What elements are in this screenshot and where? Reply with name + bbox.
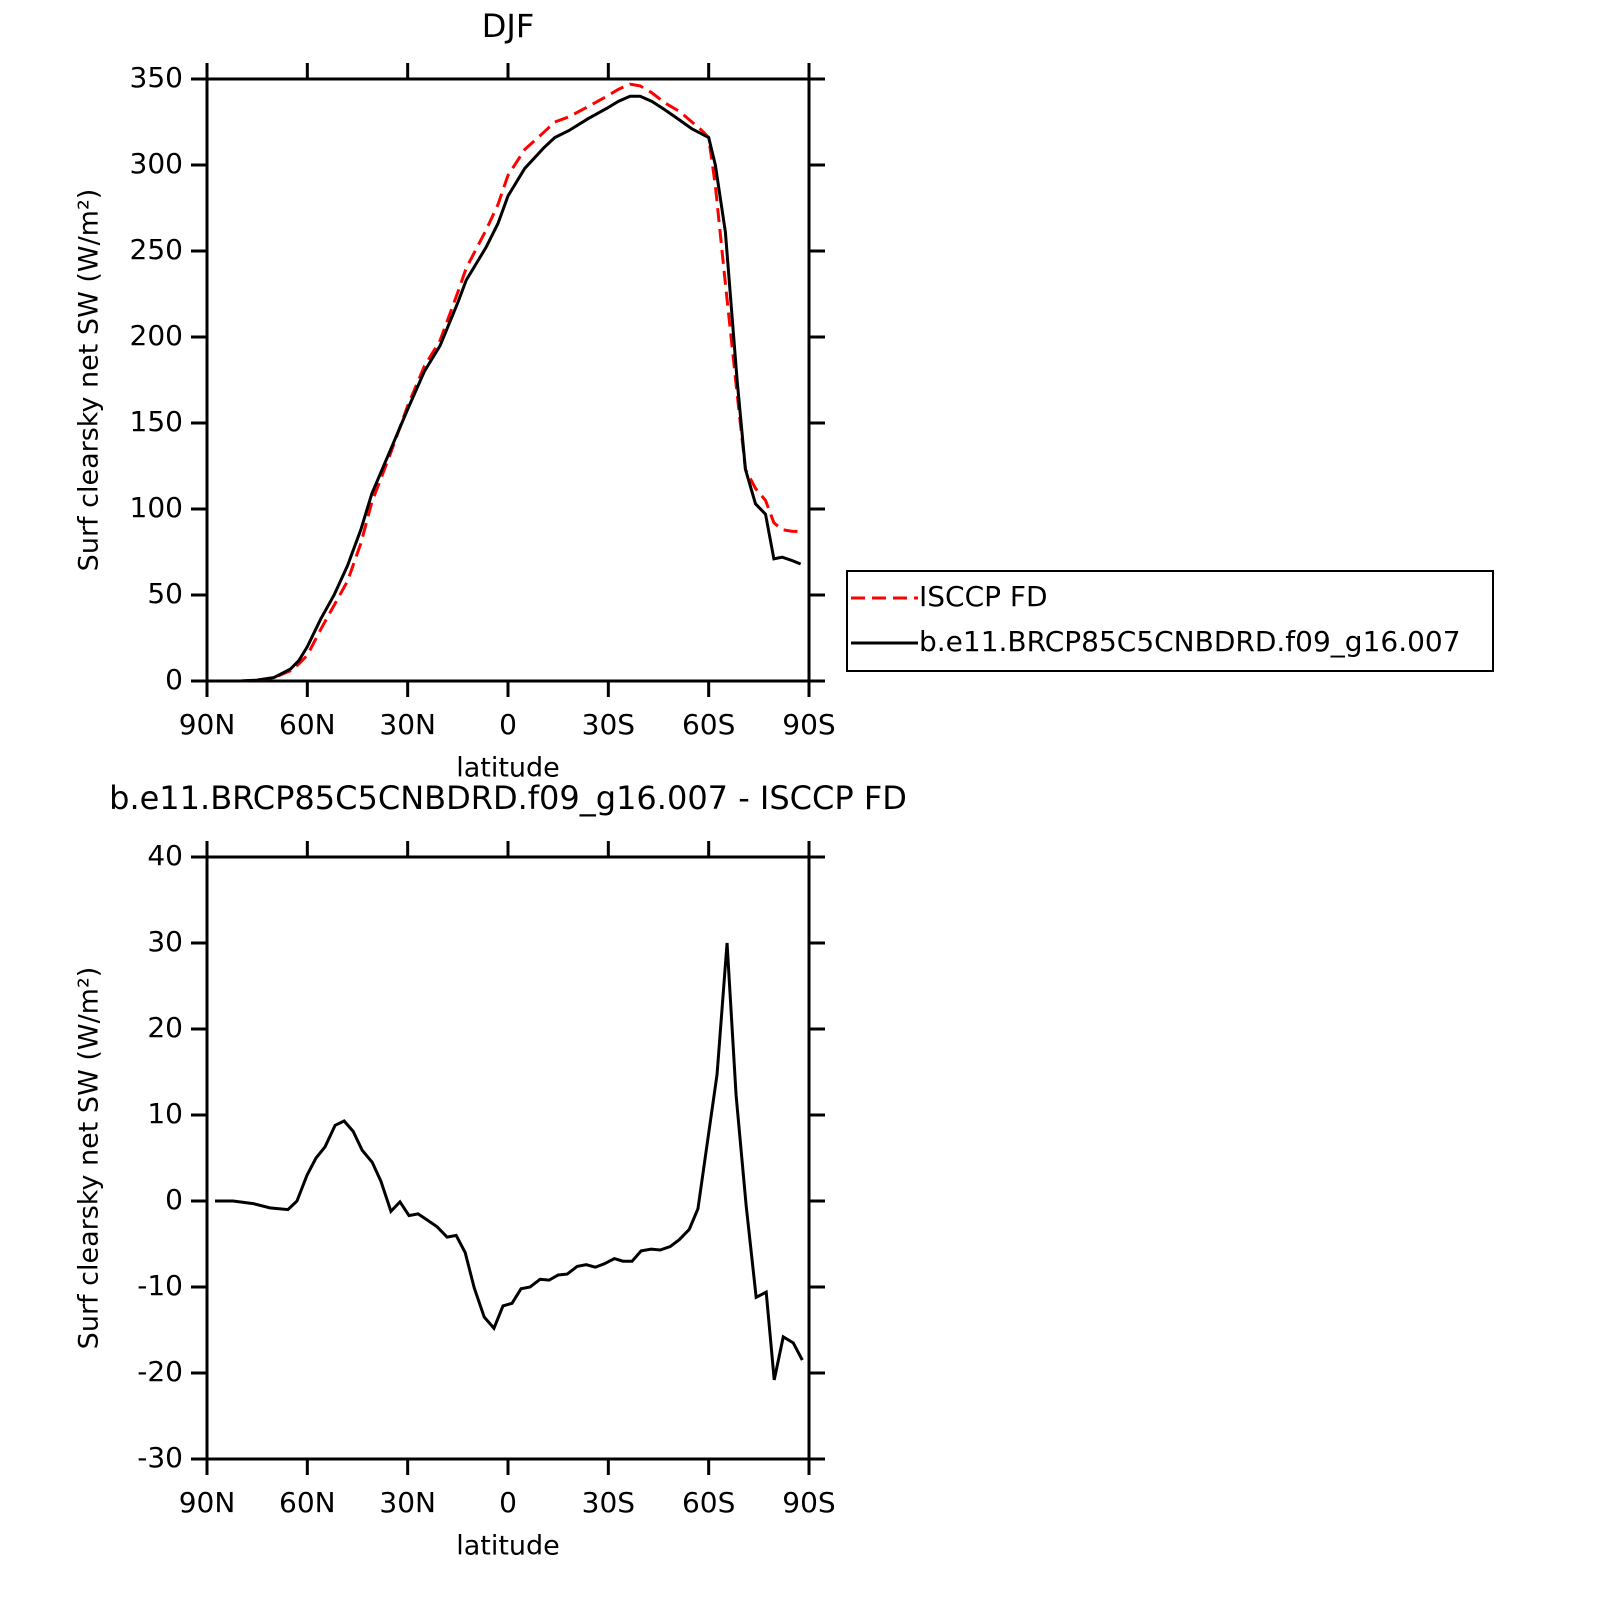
x-tick-label: 90S [782, 708, 835, 741]
x-tick-label: 60N [279, 1486, 336, 1519]
x-tick-label: 90S [782, 1486, 835, 1519]
x-tick-label: 60S [682, 1486, 735, 1519]
x-tick-label: 60N [279, 708, 336, 741]
y-tick-label: 30 [147, 925, 183, 958]
x-tick-label: 60S [682, 708, 735, 741]
x-tick-label: 30S [582, 1486, 635, 1519]
x-tick-label: 30S [582, 708, 635, 741]
y-tick-label: 40 [147, 839, 183, 872]
chart-title: b.e11.BRCP85C5CNBDRD.f09_g16.007 - ISCCP… [109, 779, 907, 817]
chart-title: DJF [482, 7, 534, 45]
y-tick-label: 200 [130, 319, 183, 352]
data-line [215, 942, 804, 1381]
y-tick-label: 20 [147, 1011, 183, 1044]
legend-label: ISCCP FD [919, 580, 1048, 613]
y-tick-label: 10 [147, 1097, 183, 1130]
y-axis-label: Surf clearsky net SW (W/m²) [74, 189, 105, 572]
y-tick-label: 0 [165, 663, 183, 696]
y-tick-label: 150 [130, 405, 183, 438]
y-tick-label: 300 [130, 147, 183, 180]
plot-frame [205, 855, 811, 1461]
x-tick-label: 30N [379, 708, 436, 741]
data-line [215, 94, 802, 683]
x-tick-label: 90N [179, 1486, 236, 1519]
data-line [215, 82, 801, 683]
y-tick-label: 100 [130, 491, 183, 524]
y-tick-label: -20 [137, 1355, 183, 1388]
x-tick-label: 30N [379, 1486, 436, 1519]
y-tick-label: 350 [130, 61, 183, 94]
x-axis-label: latitude [456, 1531, 560, 1562]
y-tick-label: 0 [165, 1183, 183, 1216]
x-axis-label: latitude [456, 753, 560, 784]
x-tick-label: 0 [499, 1486, 517, 1519]
legend-label: b.e11.BRCP85C5CNBDRD.f09_g16.007 [919, 625, 1461, 658]
y-tick-label: 50 [147, 577, 183, 610]
plot-frame [205, 77, 811, 683]
x-tick-label: 0 [499, 708, 517, 741]
y-axis-label: Surf clearsky net SW (W/m²) [74, 967, 105, 1350]
x-tick-label: 90N [179, 708, 236, 741]
legend-box [846, 570, 1494, 672]
y-tick-label: -30 [137, 1441, 183, 1474]
y-tick-label: 250 [130, 233, 183, 266]
y-tick-label: -10 [137, 1269, 183, 1302]
